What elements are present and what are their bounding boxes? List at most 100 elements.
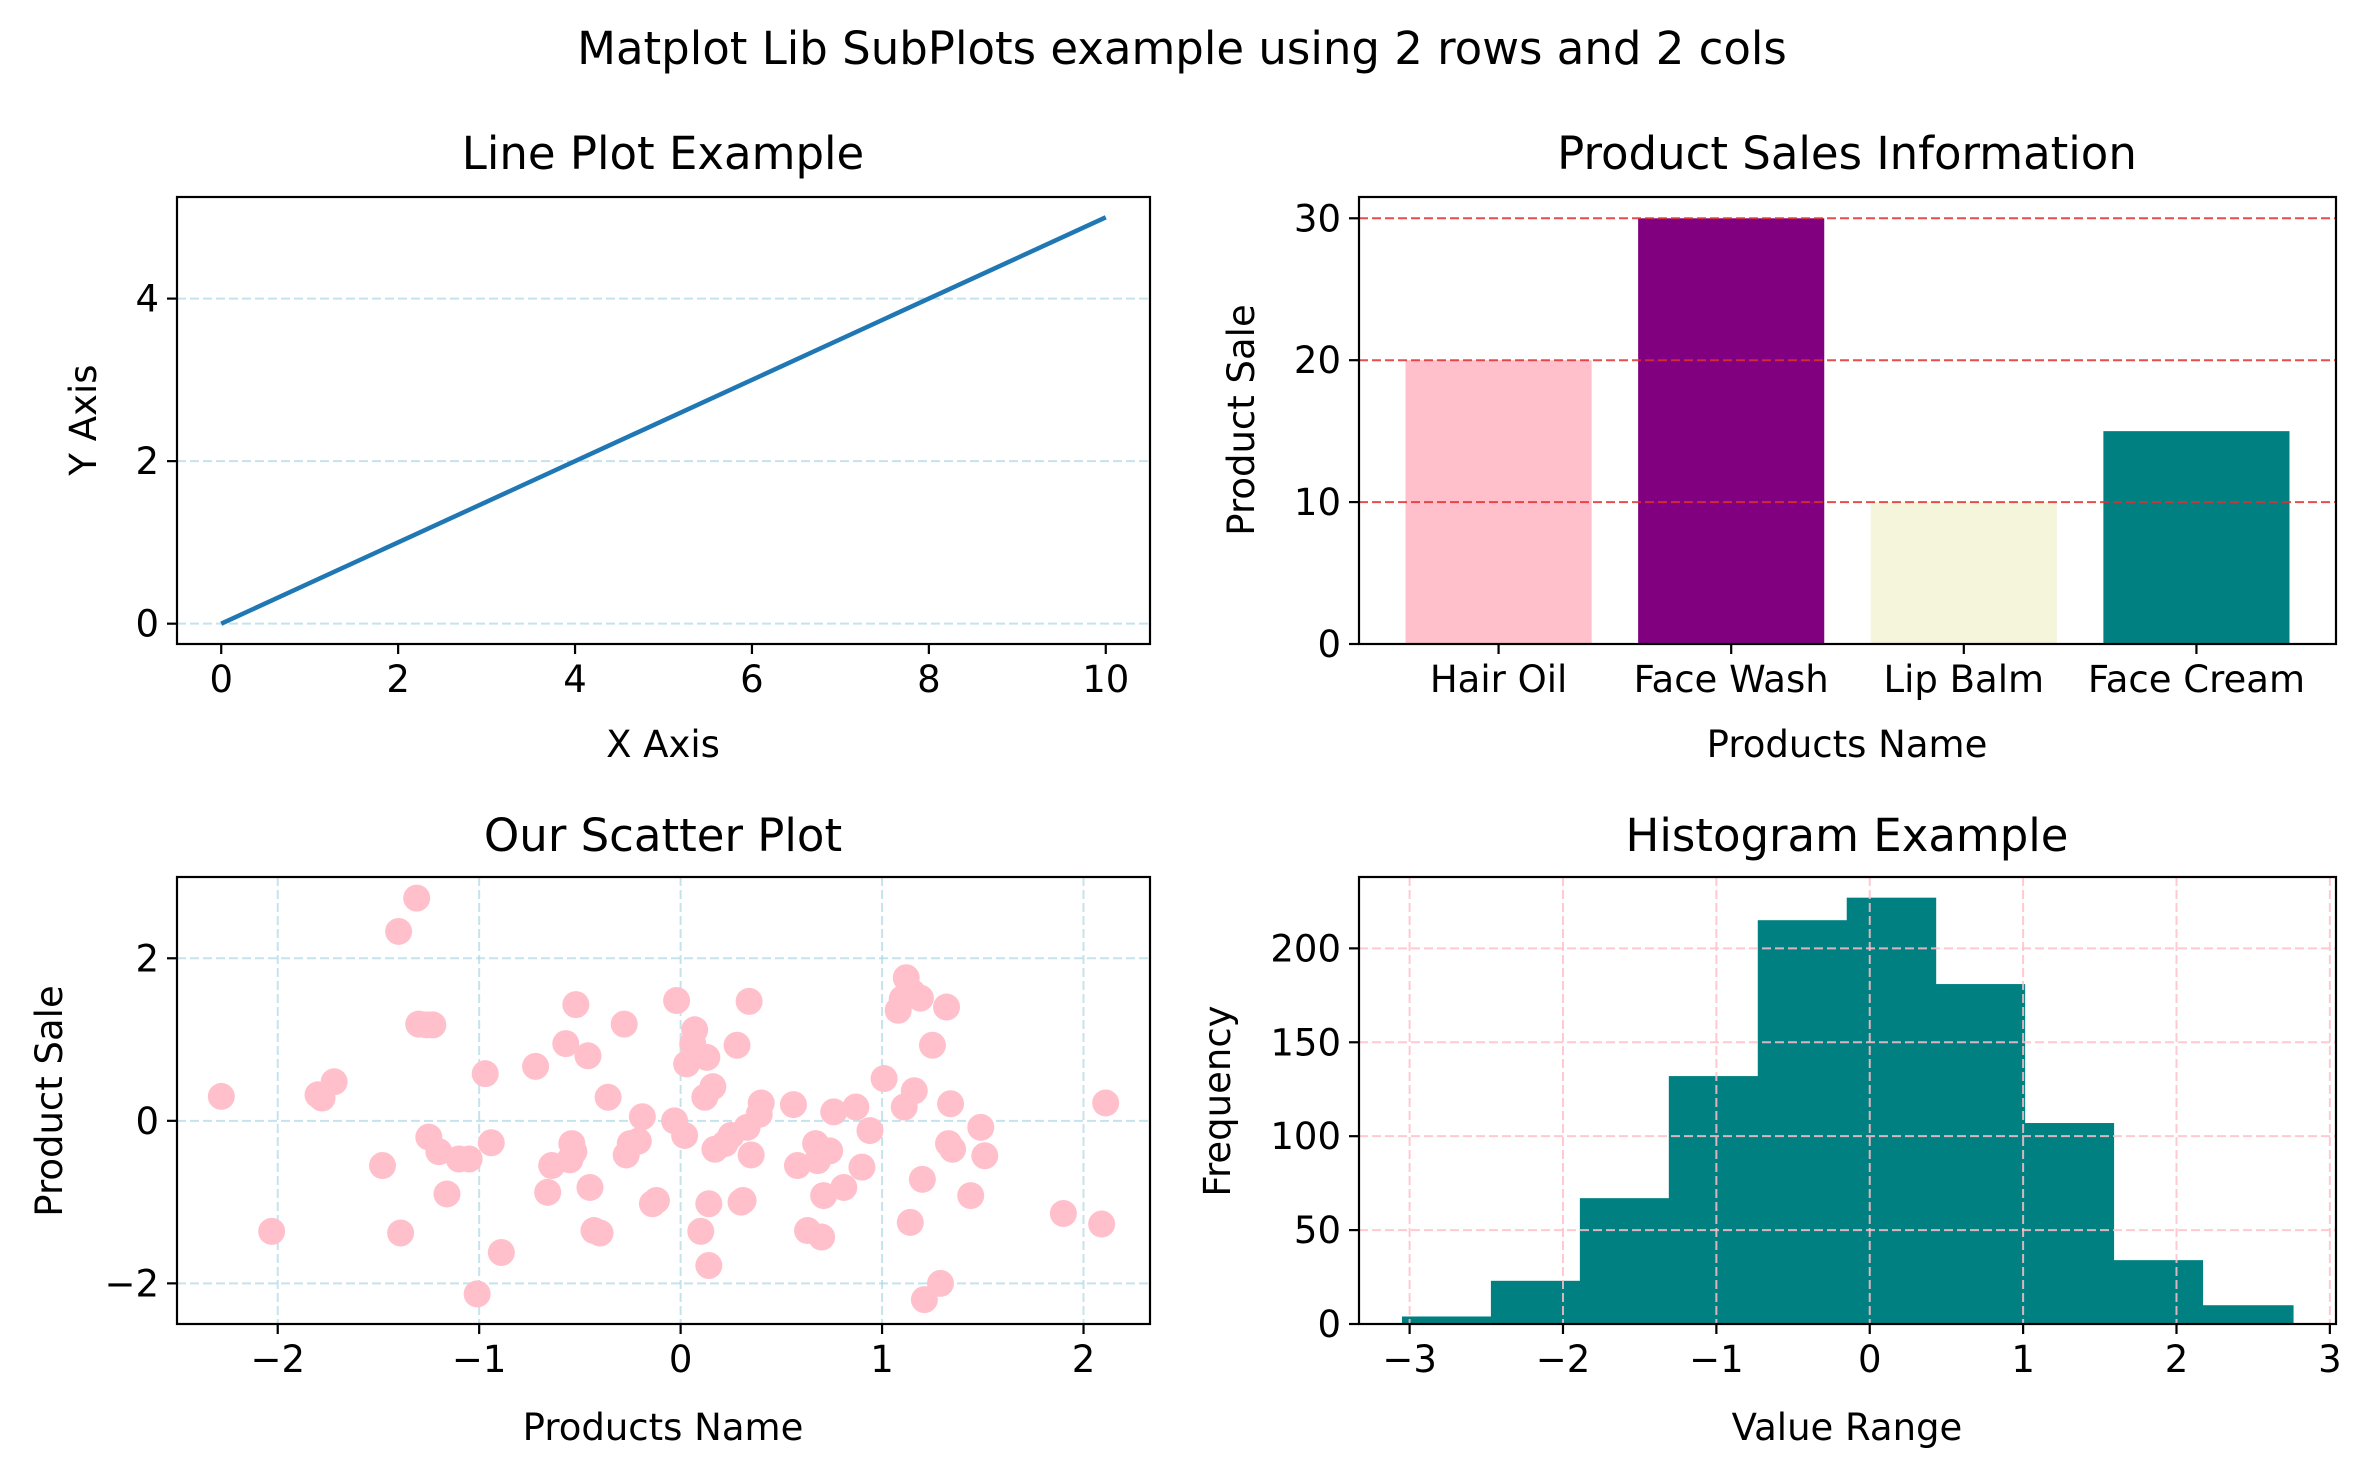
scatter-xlabel: Products Name [523,1406,804,1449]
scatter-point [455,1145,483,1173]
scatter-point [562,991,590,1019]
scatter-xtick-label: −1 [452,1338,507,1381]
scatter-point [320,1068,348,1096]
hist-ytick-label: 0 [1317,1303,1341,1346]
bar-axes-frame [1357,195,2338,646]
scatter-point [574,1042,602,1070]
scatter-point [207,1082,235,1110]
bar-lip-balm [1870,502,2057,644]
hist-bar [1579,1198,1670,1324]
scatter-point [403,884,431,912]
scatter-point [926,1269,954,1297]
bar-face-cream [2103,431,2290,644]
scatter-marks [207,884,1120,1314]
hist-bar [1490,1280,1581,1324]
bar-marks [1405,218,2290,645]
scatter-point [471,1060,499,1088]
hist-yticks: 0 50 100 150 200 [1270,927,1359,1346]
subplot-scatter: −2 −1 0 1 2 −2 0 2 Our Scatter Plot Products N… [28,809,1152,1449]
hist-ytick-label: 50 [1294,1209,1341,1252]
scatter-point [957,1182,985,1210]
scatter-point [695,1190,723,1218]
line-marks [220,215,1107,626]
hist-ytick-label: 100 [1270,1115,1341,1158]
figure-suptitle: Matplot Lib SubPlots example using 2 row… [577,22,1787,75]
bar-hair-oil [1405,360,1592,644]
scatter-xtick-label: 0 [669,1338,693,1381]
scatter-point [1092,1089,1120,1117]
scatter-title: Our Scatter Plot [484,809,842,862]
scatter-point [385,917,413,945]
scatter-point [820,1098,848,1126]
hist-ytick-label: 150 [1270,1021,1341,1064]
bar-ylabel: Product Sale [1220,304,1263,535]
hist-bar [1846,897,1937,1324]
scatter-point [737,1141,765,1169]
bar-grid [1359,217,2336,504]
hist-xtick-label: −1 [1689,1338,1744,1381]
scatter-point [937,1090,965,1118]
bar-xlabel: Products Name [1707,723,1988,766]
hist-xlabel: Value Range [1732,1406,1963,1449]
hist-bar [2024,1123,2115,1324]
scatter-point [642,1186,670,1214]
scatter-xtick-label: 1 [870,1338,894,1381]
line-series [220,215,1107,626]
scatter-point [848,1153,876,1181]
bar-ytick-label: 20 [1294,339,1341,382]
hist-xtick-label: 3 [2318,1338,2342,1381]
scatter-point [534,1178,562,1206]
line-grid [177,297,1150,625]
line-xlabel: X Axis [606,723,720,766]
scatter-ytick-label: −2 [104,1262,159,1305]
line-xtick-label: 2 [386,658,410,701]
hist-xtick-label: 0 [1858,1338,1882,1381]
subplot-histogram: −3 −2 −1 0 1 2 3 0 50 100 150 200 Histogram Exampl… [1196,809,2342,1449]
line-xtick-label: 6 [740,658,764,701]
hist-bar [2202,1305,2294,1324]
scatter-point [856,1117,884,1145]
line-xtick-label: 4 [563,658,587,701]
scatter-point [624,1127,652,1155]
scatter-point [729,1186,757,1214]
hist-bar [1401,1316,1492,1324]
scatter-ytick-label: 0 [135,1100,159,1143]
line-yticks: 0 2 4 [135,278,177,646]
hist-ytick-label: 200 [1270,927,1341,970]
scatter-point [610,1010,638,1038]
bar-ytick-label: 0 [1317,623,1341,666]
scatter-point [594,1083,622,1111]
line-ytick-label: 4 [135,278,159,321]
hist-bar [1935,984,2026,1324]
scatter-point [487,1238,515,1266]
bar-face-wash [1638,218,1825,645]
hist-xtick-label: 1 [2011,1338,2035,1381]
scatter-point [783,1152,811,1180]
scatter-point [735,987,763,1015]
scatter-point [368,1152,396,1180]
scatter-ytick-label: 2 [135,937,159,980]
scatter-point [933,993,961,1021]
line-ytick-label: 0 [135,603,159,646]
bar-ytick-label: 10 [1294,481,1341,524]
line-axes-frame [175,195,1152,646]
scatter-xtick-label: −2 [250,1338,305,1381]
bar-ytick-label: 30 [1294,197,1341,240]
scatter-axes-frame [175,875,1152,1326]
scatter-point [586,1219,614,1247]
hist-xtick-label: −3 [1382,1338,1437,1381]
scatter-xticks: −2 −1 0 1 2 [250,1324,1095,1381]
bar-category-label: Face Wash [1634,658,1829,701]
hist-xticks: −3 −2 −1 0 1 2 3 [1382,1324,2342,1381]
scatter-point [816,1137,844,1165]
line-title: Line Plot Example [462,127,864,180]
subplot-bar: Hair Oil Face Wash Lip Balm Face Cream 0 10 2… [1220,127,2338,766]
scatter-xtick-label: 2 [1072,1338,1096,1381]
scatter-point [842,1093,870,1121]
scatter-point [663,987,691,1015]
scatter-point [387,1219,415,1247]
scatter-point [967,1113,995,1141]
scatter-point [896,1208,924,1236]
scatter-point [1049,1199,1077,1227]
hist-title: Histogram Example [1626,809,2069,862]
